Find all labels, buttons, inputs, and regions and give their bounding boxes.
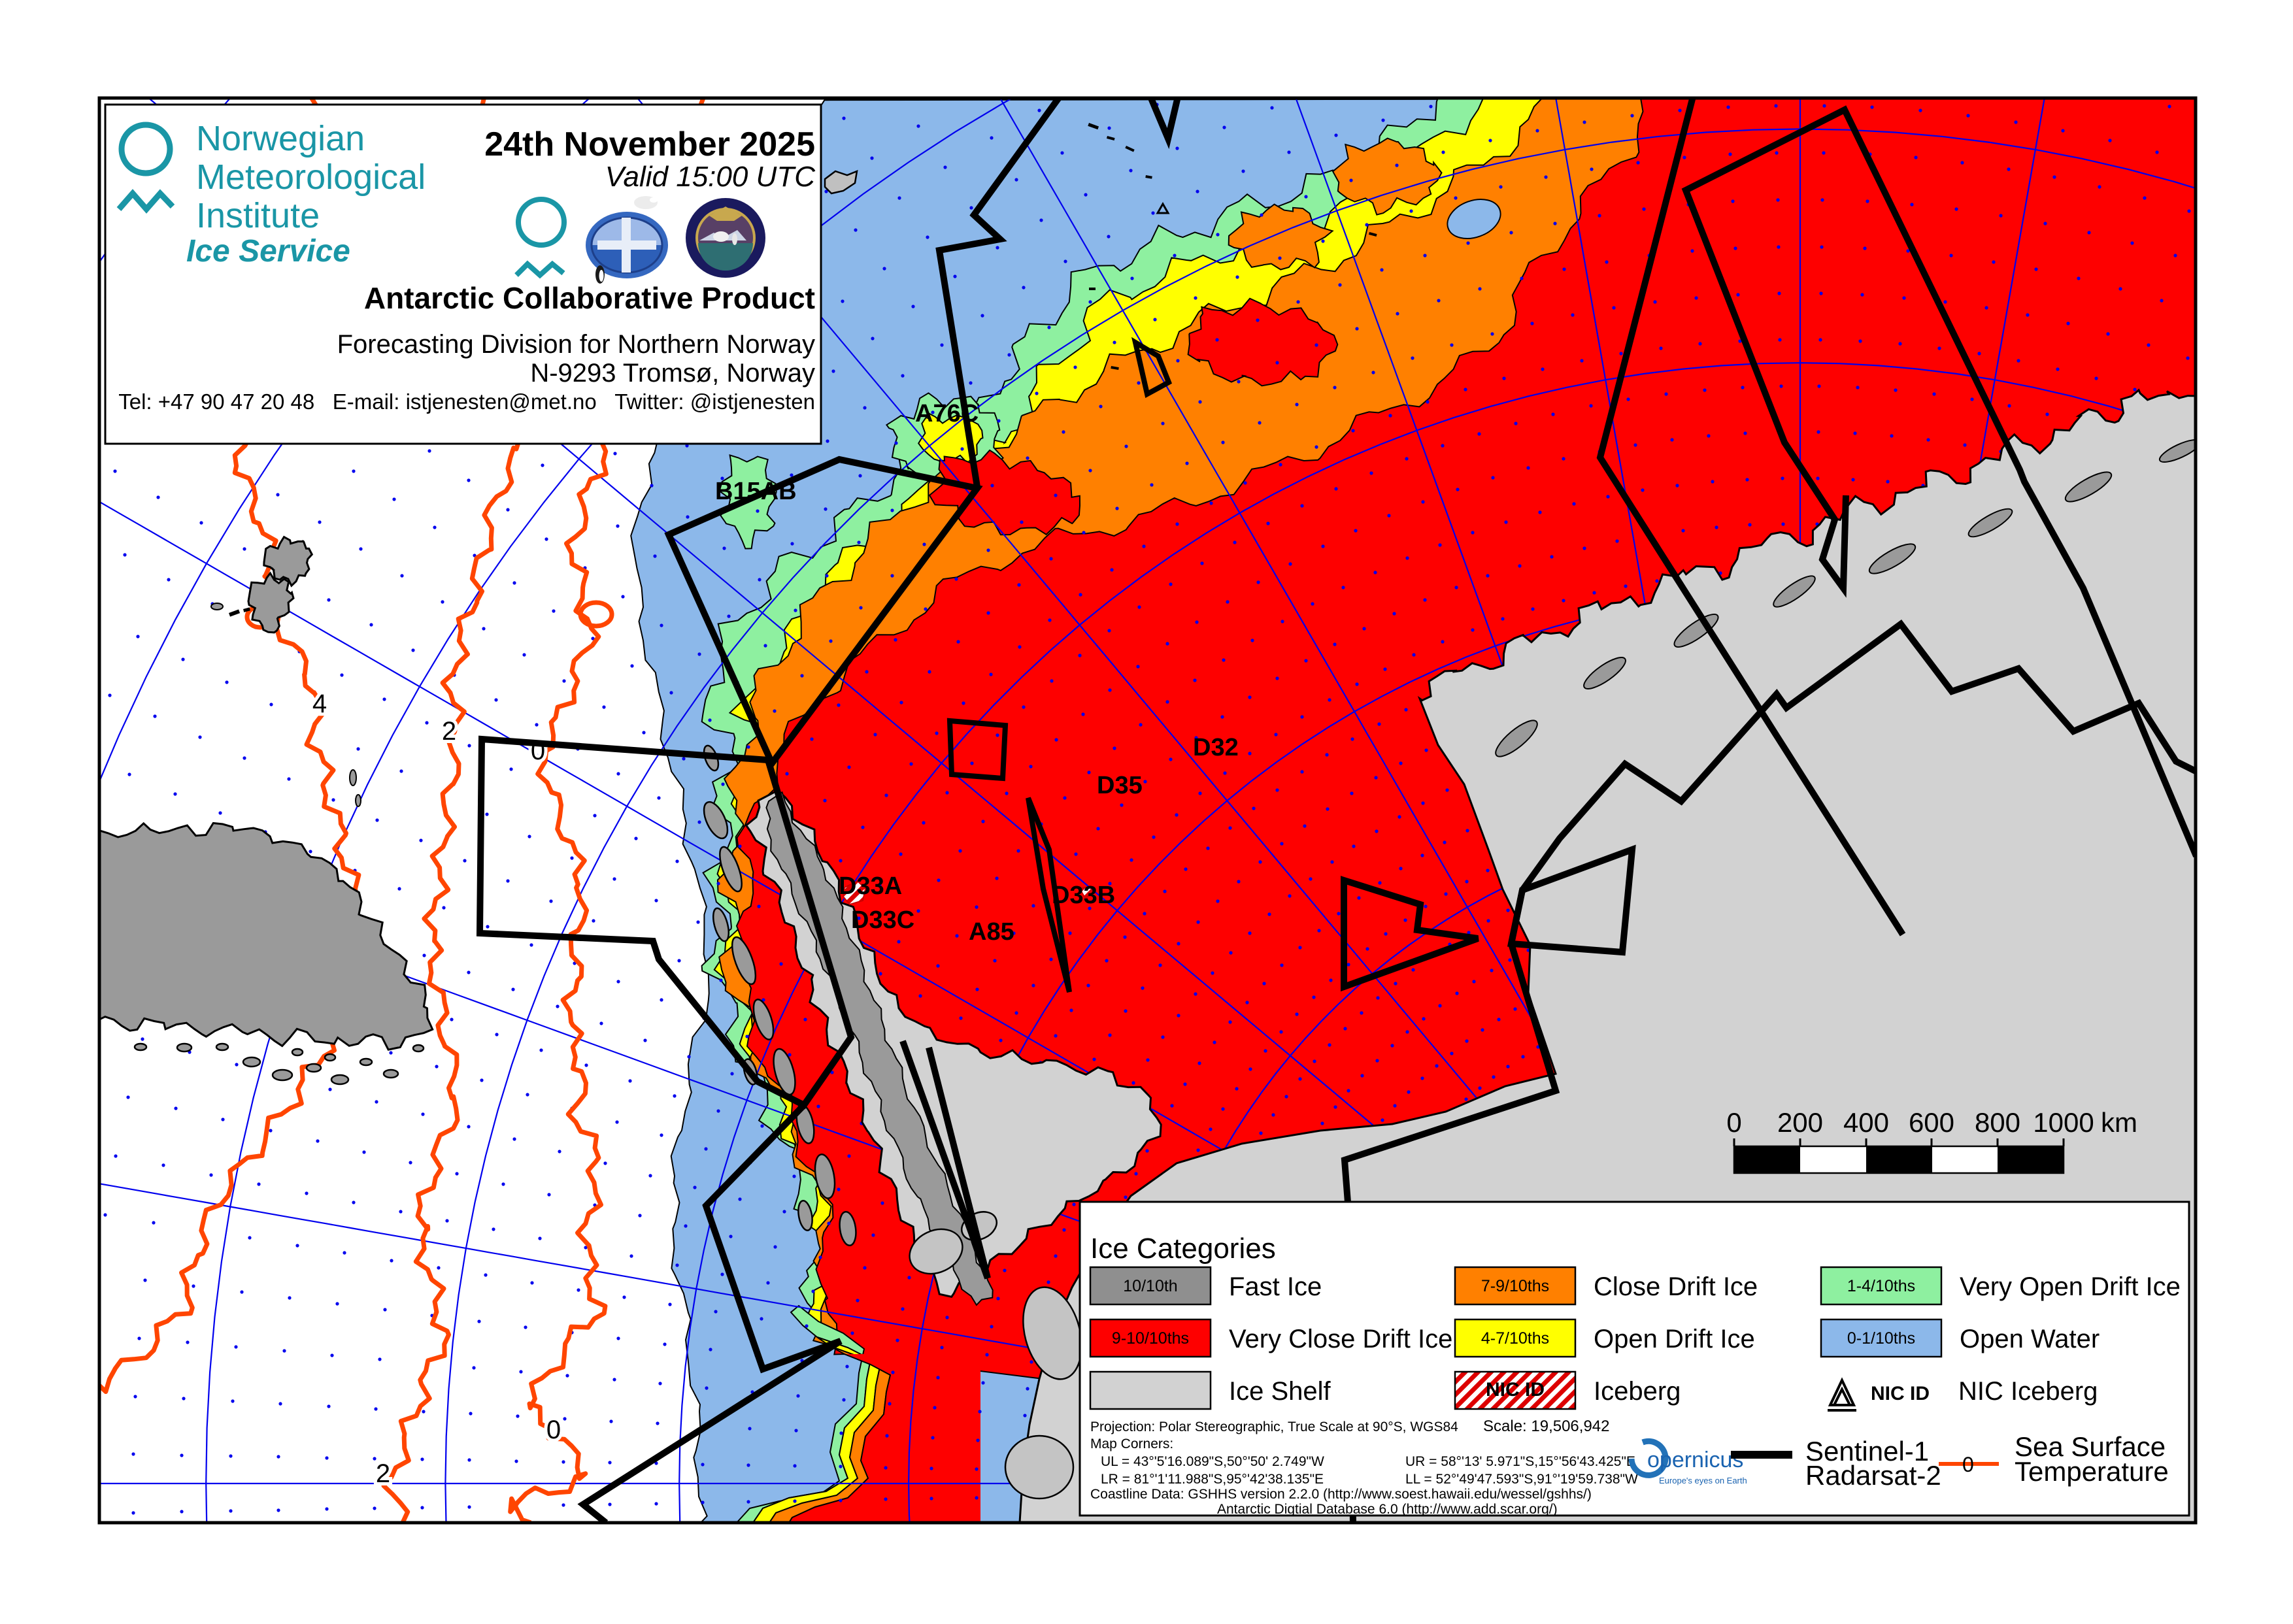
svg-text:km: km	[2101, 1107, 2137, 1138]
svg-text:D33C: D33C	[851, 906, 914, 934]
svg-text:Open Water: Open Water	[1960, 1325, 2100, 1353]
svg-text:Sentinel-1: Sentinel-1	[1805, 1436, 1929, 1467]
svg-text:Ice Categories: Ice Categories	[1090, 1233, 1276, 1265]
svg-text:600: 600	[1909, 1107, 1954, 1138]
svg-text:LL = 52°'49'47.593"S,91°'19'59: LL = 52°'49'47.593"S,91°'19'59.738"W	[1405, 1472, 1638, 1487]
svg-text:B15AB: B15AB	[715, 478, 797, 505]
svg-text:Coastline Data: GSHHS version: Coastline Data: GSHHS version 2.2.0 (htt…	[1090, 1487, 1592, 1502]
svg-text:NIC Iceberg: NIC Iceberg	[1958, 1377, 2098, 1406]
svg-text:7-9/10ths: 7-9/10ths	[1481, 1277, 1549, 1295]
svg-text:9-10/10ths: 9-10/10ths	[1112, 1329, 1189, 1348]
svg-text:Forecasting Division for North: Forecasting Division for Northern Norway	[337, 330, 815, 359]
svg-text:800: 800	[1975, 1107, 2020, 1138]
svg-text:Norwegian: Norwegian	[196, 119, 365, 158]
svg-text:Projection: Polar Stereographi: Projection: Polar Stereographic, True Sc…	[1090, 1419, 1458, 1434]
svg-text:UL = 43°'5'16.089"S,50°'50' 2.: UL = 43°'5'16.089"S,50°'50' 2.749"W	[1101, 1454, 1324, 1469]
svg-text:24th November 2025: 24th November 2025	[484, 125, 815, 163]
svg-text:Open Drift Ice: Open Drift Ice	[1594, 1325, 1755, 1353]
svg-text:1-4/10ths: 1-4/10ths	[1847, 1277, 1915, 1295]
svg-text:UR = 58°'13' 5.971"S,15°'56'43: UR = 58°'13' 5.971"S,15°'56'43.425"E	[1405, 1454, 1635, 1469]
svg-text:Valid 15:00 UTC: Valid 15:00 UTC	[605, 161, 816, 193]
svg-text:10/10th: 10/10th	[1123, 1277, 1177, 1295]
svg-text:Fast Ice: Fast Ice	[1229, 1272, 1322, 1301]
svg-text:0: 0	[546, 1416, 561, 1444]
svg-text:Ice Service: Ice Service	[186, 234, 350, 269]
svg-text:Meteorological: Meteorological	[196, 157, 426, 197]
svg-text:D33B: D33B	[1052, 882, 1115, 909]
svg-text:Antarctic Digtial Database 6.0: Antarctic Digtial Database 6.0 (http://w…	[1217, 1502, 1558, 1517]
svg-text:0: 0	[1726, 1107, 1741, 1138]
svg-text:Europe's eyes on Earth: Europe's eyes on Earth	[1659, 1476, 1747, 1485]
svg-text:NIC ID: NIC ID	[1871, 1383, 1930, 1404]
svg-text:Tel: +47 90 47 20 48 E-mail:: Tel: +47 90 47 20 48 E-mail: istjenesten…	[118, 389, 815, 414]
svg-text:200: 200	[1777, 1107, 1823, 1138]
svg-text:A76C: A76C	[915, 400, 979, 427]
svg-text:D35: D35	[1097, 772, 1143, 799]
svg-text:1000: 1000	[2033, 1107, 2094, 1138]
svg-text:Ice Shelf: Ice Shelf	[1229, 1377, 1331, 1406]
svg-text:Close Drift Ice: Close Drift Ice	[1594, 1272, 1758, 1301]
svg-text:0: 0	[1962, 1453, 1974, 1476]
svg-text:Radarsat-2: Radarsat-2	[1805, 1460, 1941, 1491]
svg-text:400: 400	[1843, 1107, 1889, 1138]
svg-text:Map Corners:: Map Corners:	[1090, 1436, 1173, 1451]
svg-text:Institute: Institute	[196, 196, 320, 235]
svg-text:Very Open Drift Ice: Very Open Drift Ice	[1960, 1272, 2181, 1301]
svg-text:D32: D32	[1193, 734, 1239, 761]
svg-text:2: 2	[376, 1459, 390, 1488]
svg-text:NIC ID: NIC ID	[1486, 1379, 1545, 1400]
svg-text:A85: A85	[969, 918, 1014, 946]
svg-text:Sea Surface: Sea Surface	[2015, 1431, 2166, 1462]
svg-text:D33A: D33A	[839, 872, 902, 900]
svg-text:N-9293 Tromsø, Norway: N-9293 Tromsø, Norway	[530, 359, 815, 388]
svg-text:Scale: 19,506,942: Scale: 19,506,942	[1483, 1417, 1610, 1435]
svg-text:Temperature: Temperature	[2015, 1456, 2169, 1487]
svg-text:4-7/10ths: 4-7/10ths	[1481, 1329, 1549, 1348]
svg-text:LR = 81°'1'11.988"S,95°'42'38: LR = 81°'1'11.988"S,95°'42'38.135"E	[1101, 1472, 1324, 1487]
svg-text:2: 2	[442, 717, 456, 746]
svg-text:opernicus: opernicus	[1647, 1448, 1743, 1472]
svg-text:Very Close Drift Ice: Very Close Drift Ice	[1229, 1325, 1452, 1353]
svg-text:Antarctic Collaborative Produc: Antarctic Collaborative Product	[364, 281, 815, 315]
svg-text:0-1/10ths: 0-1/10ths	[1847, 1329, 1915, 1348]
svg-text:Iceberg: Iceberg	[1594, 1377, 1681, 1406]
svg-text:4: 4	[312, 689, 327, 718]
